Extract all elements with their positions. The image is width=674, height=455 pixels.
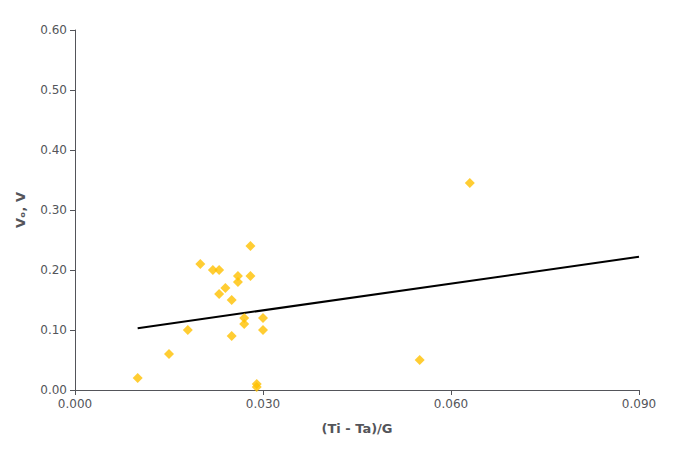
svg-text:(Ti - Ta)/G: (Ti - Ta)/G — [321, 421, 392, 436]
svg-text:0.060: 0.060 — [434, 397, 468, 411]
svg-text:0.090: 0.090 — [622, 397, 656, 411]
svg-text:0.030: 0.030 — [246, 397, 280, 411]
svg-text:0.000: 0.000 — [58, 397, 92, 411]
svg-text:0.30: 0.30 — [40, 203, 67, 217]
svg-text:0.40: 0.40 — [40, 143, 67, 157]
svg-text:0.60: 0.60 — [40, 23, 67, 37]
svg-text:0.00: 0.00 — [40, 383, 67, 397]
svg-text:0.20: 0.20 — [40, 263, 67, 277]
svg-text:0.50: 0.50 — [40, 83, 67, 97]
svg-text:Vₒ, V: Vₒ, V — [13, 192, 28, 228]
svg-text:0.10: 0.10 — [40, 323, 67, 337]
